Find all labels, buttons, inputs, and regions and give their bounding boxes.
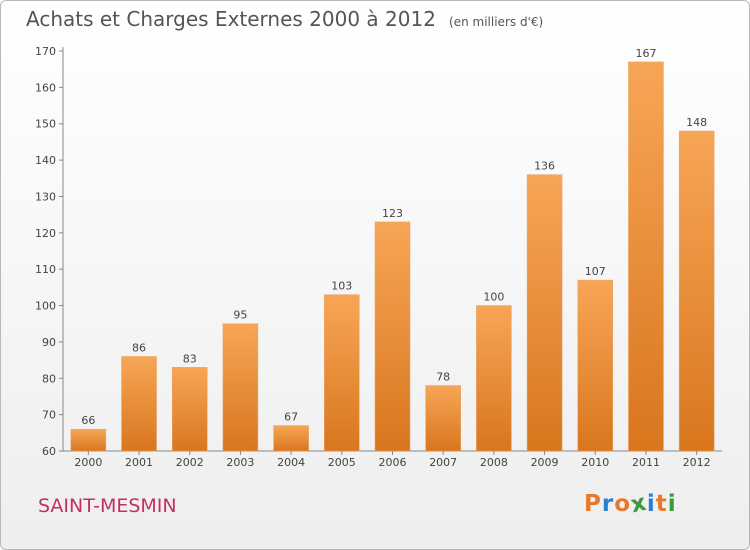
- bar-value-label: 148: [686, 116, 707, 129]
- bar-value-label: 100: [483, 291, 504, 304]
- bar-value-label: 86: [132, 341, 146, 354]
- bar-value-label: 83: [183, 352, 197, 365]
- x-tick-label: 2012: [683, 456, 711, 469]
- logo-letter: i: [646, 491, 656, 517]
- bar-value-label: 107: [585, 265, 606, 278]
- x-tick-label: 2008: [480, 456, 508, 469]
- bar: [324, 294, 360, 452]
- x-tick-label: 2009: [531, 456, 559, 469]
- bar: [577, 279, 614, 452]
- chart-unit: (en milliers d'€): [449, 15, 544, 29]
- bar-value-label: 103: [331, 280, 352, 293]
- bar: [273, 425, 309, 452]
- bar-value-label: 136: [534, 160, 555, 173]
- x-tick-label: 2005: [328, 456, 356, 469]
- x-tick-label: 2011: [632, 456, 660, 469]
- bar: [70, 428, 107, 452]
- x-tick-label: 2010: [581, 456, 609, 469]
- bar: [121, 356, 157, 452]
- logo-letter: P: [584, 491, 602, 517]
- y-tick-label: 160: [35, 81, 56, 94]
- town-name: SAINT-MESMIN: [38, 495, 177, 517]
- bar-value-label: 67: [284, 411, 298, 424]
- y-tick-label: 110: [35, 263, 56, 276]
- bar-value-label: 78: [436, 371, 450, 384]
- y-tick-label: 170: [35, 45, 56, 58]
- proxiti-logo: Proxiti: [584, 490, 677, 519]
- logo-letter: o: [614, 491, 632, 517]
- bar: [222, 323, 259, 452]
- x-tick-label: 2002: [176, 456, 204, 469]
- bar: [374, 221, 411, 452]
- x-tick-label: 2007: [429, 456, 457, 469]
- bar: [628, 61, 664, 452]
- bar: [425, 385, 461, 452]
- y-tick-label: 140: [35, 154, 56, 167]
- title-row: Achats et Charges Externes 2000 à 2012 (…: [26, 7, 543, 31]
- y-tick-label: 130: [35, 190, 56, 203]
- bar-value-label: 167: [635, 47, 656, 60]
- bar: [526, 174, 563, 452]
- y-tick-label: 80: [42, 372, 56, 385]
- bar-value-label: 95: [233, 309, 247, 322]
- bar: [476, 305, 512, 452]
- bar-value-label: 123: [382, 207, 403, 220]
- y-tick-label: 150: [35, 118, 56, 131]
- y-tick-label: 60: [42, 445, 56, 458]
- x-tick-label: 2006: [379, 456, 407, 469]
- y-tick-label: 120: [35, 227, 56, 240]
- bar-value-label: 66: [81, 414, 95, 427]
- logo-letter: r: [601, 491, 615, 517]
- bar: [678, 130, 715, 452]
- y-tick-label: 100: [35, 300, 56, 313]
- bar: [171, 367, 208, 452]
- chart-title: Achats et Charges Externes 2000 à 2012: [26, 7, 436, 31]
- x-tick-label: 2001: [125, 456, 153, 469]
- logo-letter: t: [655, 491, 668, 517]
- x-tick-label: 2004: [277, 456, 305, 469]
- y-tick-label: 90: [42, 336, 56, 349]
- x-tick-label: 2003: [226, 456, 254, 469]
- y-tick-label: 70: [42, 409, 56, 422]
- logo-letter: i: [667, 491, 677, 517]
- x-tick-label: 2000: [74, 456, 102, 469]
